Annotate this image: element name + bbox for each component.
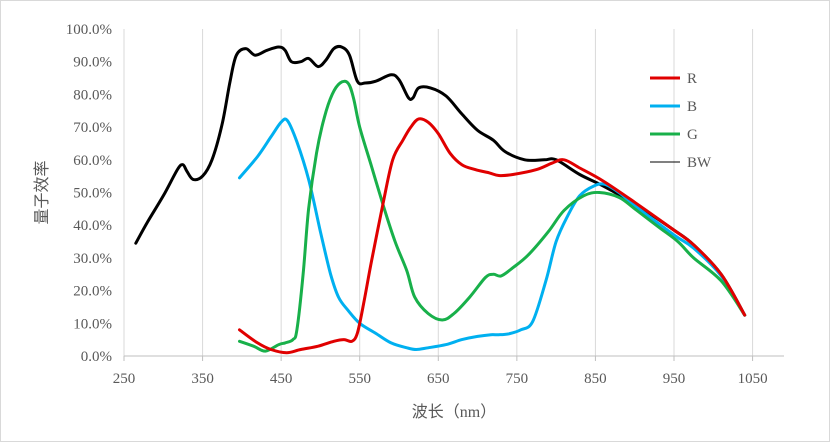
series-line-bw [134,44,747,317]
series-line-b [238,117,747,351]
series-line-r [238,117,747,355]
y-tick-label: 20.0% [73,284,112,300]
x-tick-label: 1050 [738,371,768,387]
x-tick-label: 850 [584,371,607,387]
y-axis-title: 量子效率 [33,160,51,224]
legend-label-b: B [687,99,697,115]
axes [123,29,784,361]
x-tick-label: 250 [113,371,136,387]
x-tick-label: 550 [348,371,371,387]
y-tick-label: 90.0% [73,55,112,71]
y-tick-label: 0.0% [81,349,112,365]
x-tick-label: 450 [270,371,293,387]
y-tick-label: 60.0% [73,153,112,169]
legend-label-r: R [687,71,697,87]
y-tick-label: 70.0% [73,120,112,136]
y-tick-label: 10.0% [73,316,112,332]
legend-label-g: G [687,127,698,143]
y-tick-label: 30.0% [73,251,112,267]
legend: RBG BW [650,71,712,171]
x-tick-label: 950 [663,371,686,387]
series-lines [134,44,747,355]
series-line-g [238,79,747,353]
x-tick-labels: 250 350 450 550 650 750 850 950 1050 [113,371,768,387]
x-tick-label: 750 [506,371,529,387]
y-tick-label: 50.0% [73,186,112,202]
legend-label-bw: BW [687,155,712,171]
y-tick-label: 80.0% [73,87,112,103]
y-tick-label: 40.0% [73,218,112,234]
y-tick-label: 100.0% [66,22,112,38]
x-axis-title: 波长（nm） [412,403,496,421]
x-tick-label: 650 [427,371,450,387]
y-tick-labels: 0.0% 10.0% 20.0% 30.0% 40.0% 50.0% 60.0% 70.0% 8… [66,22,112,365]
x-tick-label: 350 [191,371,214,387]
